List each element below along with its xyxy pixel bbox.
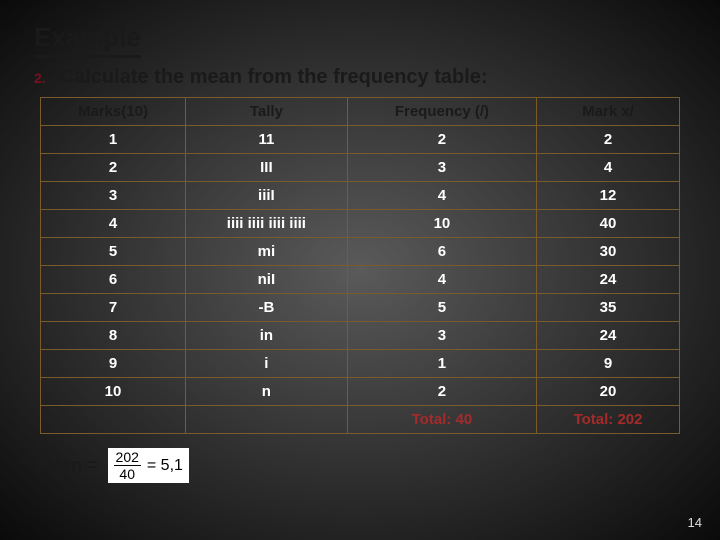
table-cell: 11 <box>186 126 348 154</box>
table-cell: 4 <box>347 266 536 294</box>
table-cell: 30 <box>537 238 680 266</box>
table-cell: 8 <box>41 322 186 350</box>
table-cell: -B <box>186 294 348 322</box>
mean-denominator: 40 <box>119 466 135 481</box>
mean-result: = 5,1 <box>147 457 183 475</box>
table-cell: 24 <box>537 266 680 294</box>
table-cell: 1 <box>41 126 186 154</box>
col-header-markx: Mark x/ <box>537 98 680 126</box>
table-cell: 12 <box>537 182 680 210</box>
subtitle-text: Calculate the mean from the frequency ta… <box>60 66 488 89</box>
table-cell: 9 <box>537 350 680 378</box>
table-cell: 6 <box>347 238 536 266</box>
mean-fraction: 202 40 <box>114 450 141 481</box>
col-header-tally: Tally <box>186 98 348 126</box>
mean-row: Mean = 202 40 = 5,1 <box>36 448 686 483</box>
table-cell: 4 <box>41 210 186 238</box>
table-cell: 24 <box>537 322 680 350</box>
table-cell: 6 <box>41 266 186 294</box>
col-header-frequency: Frequency (/) <box>347 98 536 126</box>
table-cell: 4 <box>347 182 536 210</box>
total-markx: Total: 202 <box>537 406 680 434</box>
table-cell: 35 <box>537 294 680 322</box>
table-cell: 3 <box>347 322 536 350</box>
total-empty <box>41 406 186 434</box>
table-cell: 4 <box>537 154 680 182</box>
subtitle-row: 2. Calculate the mean from the frequency… <box>34 66 686 89</box>
page-number: 14 <box>688 515 702 530</box>
table-cell: 9 <box>41 350 186 378</box>
table-cell: iiiI <box>186 182 348 210</box>
mean-numerator: 202 <box>114 450 141 466</box>
table-cell: 7 <box>41 294 186 322</box>
table-cell: niI <box>186 266 348 294</box>
table-cell: III <box>186 154 348 182</box>
col-header-marks: Marks(10) <box>41 98 186 126</box>
frequency-table: Marks(10) Tally Frequency (/) Mark x/ 11… <box>40 97 680 434</box>
table-cell: 3 <box>347 154 536 182</box>
total-frequency: Total: 40 <box>347 406 536 434</box>
table-cell: n <box>186 378 348 406</box>
table-cell: 20 <box>537 378 680 406</box>
table-cell: 2 <box>347 378 536 406</box>
list-number: 2. <box>34 70 46 86</box>
table-cell: in <box>186 322 348 350</box>
mean-label: Mean = <box>36 455 98 476</box>
table-cell: 2 <box>537 126 680 154</box>
table-cell: 1 <box>347 350 536 378</box>
table-cell: 3 <box>41 182 186 210</box>
table-cell: 40 <box>537 210 680 238</box>
table-cell: 10 <box>347 210 536 238</box>
slide-title: Example <box>34 22 141 58</box>
table-cell: 5 <box>347 294 536 322</box>
table-cell: mi <box>186 238 348 266</box>
table-cell: 2 <box>41 154 186 182</box>
table-cell: 10 <box>41 378 186 406</box>
table-cell: i <box>186 350 348 378</box>
table-cell: 5 <box>41 238 186 266</box>
table-cell: 2 <box>347 126 536 154</box>
table-cell: iiii iiii iiii iiii <box>186 210 348 238</box>
mean-formula: 202 40 = 5,1 <box>108 448 189 483</box>
total-empty <box>186 406 348 434</box>
